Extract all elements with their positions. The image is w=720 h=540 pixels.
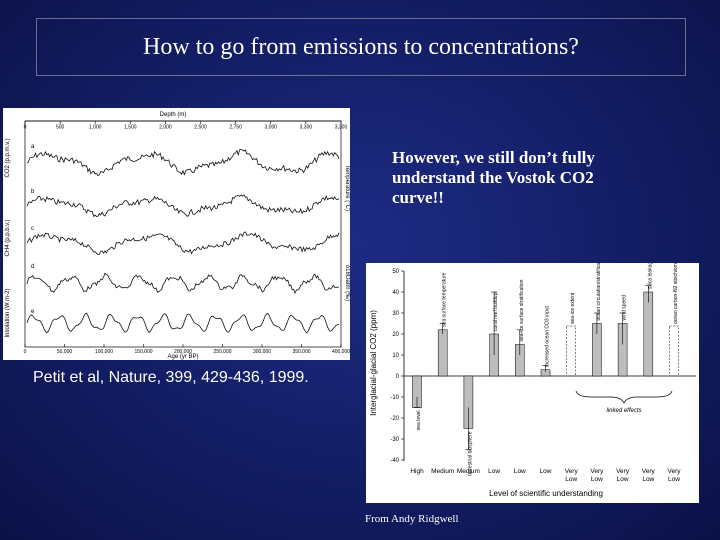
co2-axis-label: CO2 (p.p.m.v.) (5, 139, 11, 178)
curve-letter: c (31, 226, 34, 232)
level-label: Very (667, 468, 681, 475)
co2-bar-open (566, 325, 576, 377)
co2-mechanism-figure: Interglacial-glacial CO2 (ppm) 50 40 30 20 1… (366, 263, 699, 503)
insolation-curve (26, 312, 340, 334)
bottom-tick-label: 150,000 (134, 349, 152, 355)
bottom-tick-label: 50,000 (57, 349, 73, 355)
top-axis-title: Depth (m) (160, 112, 187, 118)
top-tick-label: 2,750 (229, 125, 242, 131)
bottom-tick-label: 250,000 (213, 349, 231, 355)
bottom-tick-label: 0 (24, 349, 27, 355)
level-label: Very (642, 468, 656, 475)
level-label: Low (514, 468, 526, 475)
y-tick-label: -30 (390, 437, 399, 443)
co2-bar (437, 329, 448, 377)
level-label: Very (616, 468, 630, 475)
vostok-figure: Depth (m) 0 500 1,000 1,500 2,000 2,500 2,750 3… (3, 108, 350, 360)
linked-effects-label: linked effects (606, 408, 641, 414)
level-label: Low (565, 476, 577, 483)
y-ticks: 50 40 30 20 10 0 -10 -20 -30 -40 (390, 269, 404, 464)
credit: From Andy Ridgwell (365, 513, 459, 525)
y-tick-label: -40 (390, 458, 399, 464)
bar-label: silica leakage hypothesis (647, 263, 653, 289)
level-label: Medium (431, 468, 454, 475)
co2-bar-open (669, 325, 679, 377)
bar-label: sea surface temperature (442, 272, 448, 326)
top-tick-label: 3,000 (265, 125, 278, 131)
vostok-plot: Depth (m) 0 500 1,000 1,500 2,000 2,500 2,750 3… (5, 112, 350, 360)
curve-letter: b (31, 189, 35, 195)
top-tick-label: 3,300 (300, 125, 313, 131)
bottom-tick-label: 350,000 (292, 349, 310, 355)
curve-letter: a (31, 144, 35, 150)
temperature-curve (26, 194, 340, 218)
vostok-note: However, we still don’t fully understand… (392, 148, 595, 207)
d18o-curve (26, 272, 340, 295)
ch4-axis-label: CH4 (p.p.b.v.) (5, 220, 11, 257)
bar-label: coral reef buildup (493, 292, 499, 331)
bottom-tick-label: 100,000 (95, 349, 113, 355)
d18o-axis-label: δ18Oatm (‰) (344, 265, 350, 301)
level-label: Low (642, 476, 654, 483)
y-tick-label: 20 (392, 332, 399, 338)
bottom-axis-title: Age (yr BP) (167, 354, 198, 360)
y-tick-label: 50 (392, 269, 399, 275)
bar-label: ocean carbon-N2 stoichiometry (673, 263, 679, 324)
slide-title: How to go from emissions to concentratio… (143, 33, 579, 60)
y-tick-label: 0 (396, 374, 400, 380)
y-tick-label: 10 (392, 353, 399, 359)
level-label: Low (591, 476, 603, 483)
bar-label: increased ocean CO3 input (545, 305, 551, 366)
curve-letter: e (31, 309, 35, 315)
level-label: High (410, 468, 424, 475)
co2-bar (643, 291, 654, 377)
level-label: Low (617, 476, 629, 483)
insolation-axis-label: Insolation (W m-2) (5, 288, 11, 337)
level-label: Medium (457, 468, 480, 475)
y-tick-label: 40 (392, 290, 399, 296)
curve-letters: a b c d e (31, 144, 35, 315)
bottom-tick-label: 400,000 (332, 349, 350, 355)
y-tick-label: -20 (390, 416, 399, 422)
level-labels: High Medium Medium Low Low Low VeryLowVeryLowV… (410, 468, 681, 483)
y-tick-label: -10 (390, 395, 399, 401)
bar-label: terrestrial biosphere (467, 431, 473, 475)
ice-core-curves (26, 148, 340, 334)
curve-letter: d (31, 264, 34, 270)
title-box: How to go from emissions to concentratio… (36, 18, 686, 76)
bar-label: ocean circulation/stratification (596, 263, 602, 321)
top-tick-label: 1,000 (89, 125, 102, 131)
bottom-ticks: 0 50,000 100,000 150,000 200,000 250,000 300,0… (24, 344, 350, 355)
level-label: Low (488, 468, 500, 475)
bar-label: sea level (416, 411, 422, 431)
citation: Petit et al, Nature, 399, 429-436, 1999. (33, 369, 309, 386)
ch4-curve (26, 231, 340, 256)
top-tick-label: 1,500 (124, 125, 137, 131)
bar-label: wind speed (622, 295, 628, 321)
level-label: Very (565, 468, 579, 475)
top-ticks: 0 500 1,000 1,500 2,000 2,500 2,750 3,000 3,300 3… (24, 121, 347, 131)
bottom-tick-label: 200,000 (174, 349, 192, 355)
y-tick-label: 30 (392, 311, 399, 317)
bottom-tick-label: 300,000 (253, 349, 271, 355)
y-axis-label: Interglacial-glacial CO2 (ppm) (369, 310, 378, 416)
level-label: Low (540, 468, 552, 475)
temperature-axis-label: Temperature (°C) (344, 165, 350, 211)
top-tick-label: 2,500 (194, 125, 207, 131)
plot-frame (24, 120, 342, 348)
bar-label: sea-ice extent (570, 292, 576, 324)
top-tick-label: 500 (56, 125, 65, 131)
linked-effects-bracket (575, 390, 673, 404)
level-label: Low (668, 476, 680, 483)
bars: sea level sea surface temperature terrestr… (412, 263, 679, 476)
level-label: Very (590, 468, 604, 475)
bar-label: sea-ice surface stratification (519, 279, 525, 341)
x-axis-label: Level of scientific understanding (489, 489, 603, 498)
top-tick-label: 2,000 (159, 125, 172, 131)
co2-mechanism-chart: Interglacial-glacial CO2 (ppm) 50 40 30 20 1… (369, 263, 696, 498)
co2-curve (26, 148, 340, 177)
